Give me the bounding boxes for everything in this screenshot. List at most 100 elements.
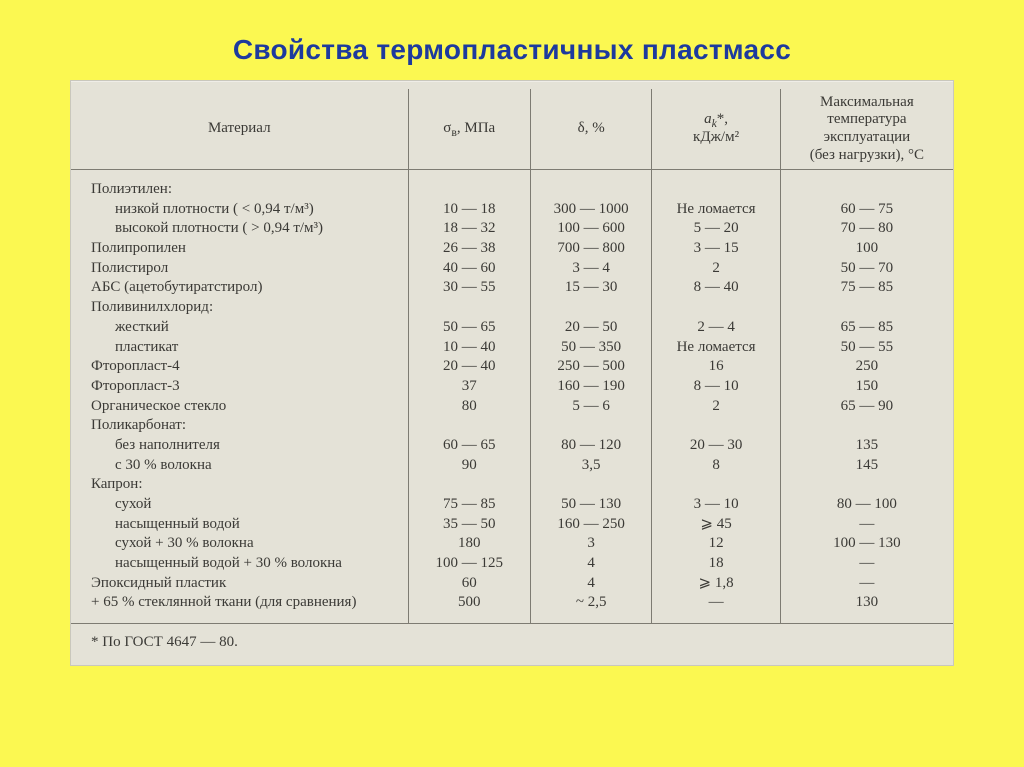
- value-cell: 37: [408, 377, 530, 397]
- value-cell: 300 — 1000: [530, 200, 651, 220]
- value-cell: 5 — 6: [530, 397, 651, 417]
- table-scan-panel: Материал σв, МПа δ, % ak*,кДж/м² Максима…: [70, 80, 954, 666]
- value-cell: [652, 416, 780, 436]
- slide-title: Свойства термопластичных пластмасс: [0, 0, 1024, 80]
- value-cell: [652, 475, 780, 495]
- material-cell: Поликарбонат:: [71, 416, 408, 436]
- value-cell: 180: [408, 534, 530, 554]
- table-row: Капрон:: [71, 475, 953, 495]
- table-row: без наполнителя60 — 6580 — 12020 — 30135: [71, 436, 953, 456]
- value-cell: 65 — 85: [780, 318, 953, 338]
- material-cell: насыщенный водой + 30 % волокна: [71, 554, 408, 574]
- value-cell: 12: [652, 534, 780, 554]
- col-header-ak: ak*,кДж/м²: [652, 89, 780, 170]
- material-cell: высокой плотности ( > 0,94 т/м³): [71, 219, 408, 239]
- value-cell: 50 — 55: [780, 338, 953, 358]
- table-row: Фторопласт-420 — 40250 — 50016250: [71, 357, 953, 377]
- value-cell: 10 — 18: [408, 200, 530, 220]
- value-cell: 500: [408, 593, 530, 613]
- value-cell: 20 — 50: [530, 318, 651, 338]
- value-cell: 80 — 120: [530, 436, 651, 456]
- value-cell: 2: [652, 397, 780, 417]
- value-cell: 145: [780, 456, 953, 476]
- value-cell: 5 — 20: [652, 219, 780, 239]
- table-row: насыщенный водой35 — 50160 — 250⩾ 45—: [71, 515, 953, 535]
- value-cell: 65 — 90: [780, 397, 953, 417]
- material-cell: Эпоксидный пластик: [71, 574, 408, 594]
- col-header-sigma: σв, МПа: [408, 89, 530, 170]
- value-cell: 70 — 80: [780, 219, 953, 239]
- table-row: АБС (ацетобутиратстирол)30 — 5515 — 308 …: [71, 278, 953, 298]
- value-cell: 50 — 350: [530, 338, 651, 358]
- table-row: низкой плотности ( < 0,94 т/м³)10 — 1830…: [71, 200, 953, 220]
- value-cell: 100 — 600: [530, 219, 651, 239]
- value-cell: 250: [780, 357, 953, 377]
- material-cell: Фторопласт-3: [71, 377, 408, 397]
- table-row: сухой75 — 8550 — 1303 — 1080 — 100: [71, 495, 953, 515]
- material-cell: без наполнителя: [71, 436, 408, 456]
- table-row: + 65 % стеклянной ткани (для сравнения)5…: [71, 593, 953, 613]
- value-cell: [530, 298, 651, 318]
- value-cell: 80 — 100: [780, 495, 953, 515]
- table-row: Поликарбонат:: [71, 416, 953, 436]
- table-row: Полипропилен26 — 38700 — 8003 — 15100: [71, 239, 953, 259]
- value-cell: [780, 475, 953, 495]
- value-cell: [408, 298, 530, 318]
- header-row: Материал σв, МПа δ, % ak*,кДж/м² Максима…: [71, 89, 953, 170]
- value-cell: 8: [652, 456, 780, 476]
- value-cell: —: [780, 574, 953, 594]
- material-cell: Фторопласт-4: [71, 357, 408, 377]
- material-cell: с 30 % волокна: [71, 456, 408, 476]
- value-cell: [408, 475, 530, 495]
- material-cell: жесткий: [71, 318, 408, 338]
- value-cell: [780, 180, 953, 200]
- value-cell: 60 — 75: [780, 200, 953, 220]
- table-row: Поливинилхлорид:: [71, 298, 953, 318]
- table-row: сухой + 30 % волокна180312100 — 130: [71, 534, 953, 554]
- value-cell: 18: [652, 554, 780, 574]
- value-cell: 40 — 60: [408, 259, 530, 279]
- col-header-delta: δ, %: [530, 89, 651, 170]
- material-cell: Поливинилхлорид:: [71, 298, 408, 318]
- value-cell: 3,5: [530, 456, 651, 476]
- value-cell: 130: [780, 593, 953, 613]
- value-cell: 20 — 40: [408, 357, 530, 377]
- value-cell: 90: [408, 456, 530, 476]
- value-cell: 3 — 10: [652, 495, 780, 515]
- col-header-material: Материал: [71, 89, 408, 170]
- value-cell: 80: [408, 397, 530, 417]
- table-row: пластикат10 — 4050 — 350Не ломается50 — …: [71, 338, 953, 358]
- value-cell: 3 — 4: [530, 259, 651, 279]
- table-row: насыщенный водой + 30 % волокна100 — 125…: [71, 554, 953, 574]
- value-cell: 50 — 65: [408, 318, 530, 338]
- value-cell: 3 — 15: [652, 239, 780, 259]
- material-cell: насыщенный водой: [71, 515, 408, 535]
- table-row: Фторопласт-337160 — 1908 — 10150: [71, 377, 953, 397]
- value-cell: 18 — 32: [408, 219, 530, 239]
- value-cell: 50 — 130: [530, 495, 651, 515]
- footnote: * По ГОСТ 4647 — 80.: [71, 624, 953, 651]
- value-cell: [652, 180, 780, 200]
- value-cell: [530, 180, 651, 200]
- value-cell: 30 — 55: [408, 278, 530, 298]
- value-cell: [780, 416, 953, 436]
- material-cell: сухой + 30 % волокна: [71, 534, 408, 554]
- table-row: жесткий50 — 6520 — 502 — 465 — 85: [71, 318, 953, 338]
- value-cell: 3: [530, 534, 651, 554]
- value-cell: 15 — 30: [530, 278, 651, 298]
- value-cell: 4: [530, 574, 651, 594]
- value-cell: 2: [652, 259, 780, 279]
- materials-properties-table: Материал σв, МПа δ, % ak*,кДж/м² Максима…: [71, 89, 953, 623]
- material-cell: Капрон:: [71, 475, 408, 495]
- value-cell: 8 — 40: [652, 278, 780, 298]
- value-cell: Не ломается: [652, 200, 780, 220]
- value-cell: ⩾ 45: [652, 515, 780, 535]
- value-cell: 160 — 250: [530, 515, 651, 535]
- value-cell: 35 — 50: [408, 515, 530, 535]
- value-cell: ⩾ 1,8: [652, 574, 780, 594]
- value-cell: 75 — 85: [780, 278, 953, 298]
- material-cell: + 65 % стеклянной ткани (для сравнения): [71, 593, 408, 613]
- material-cell: Органическое стекло: [71, 397, 408, 417]
- value-cell: 135: [780, 436, 953, 456]
- value-cell: 8 — 10: [652, 377, 780, 397]
